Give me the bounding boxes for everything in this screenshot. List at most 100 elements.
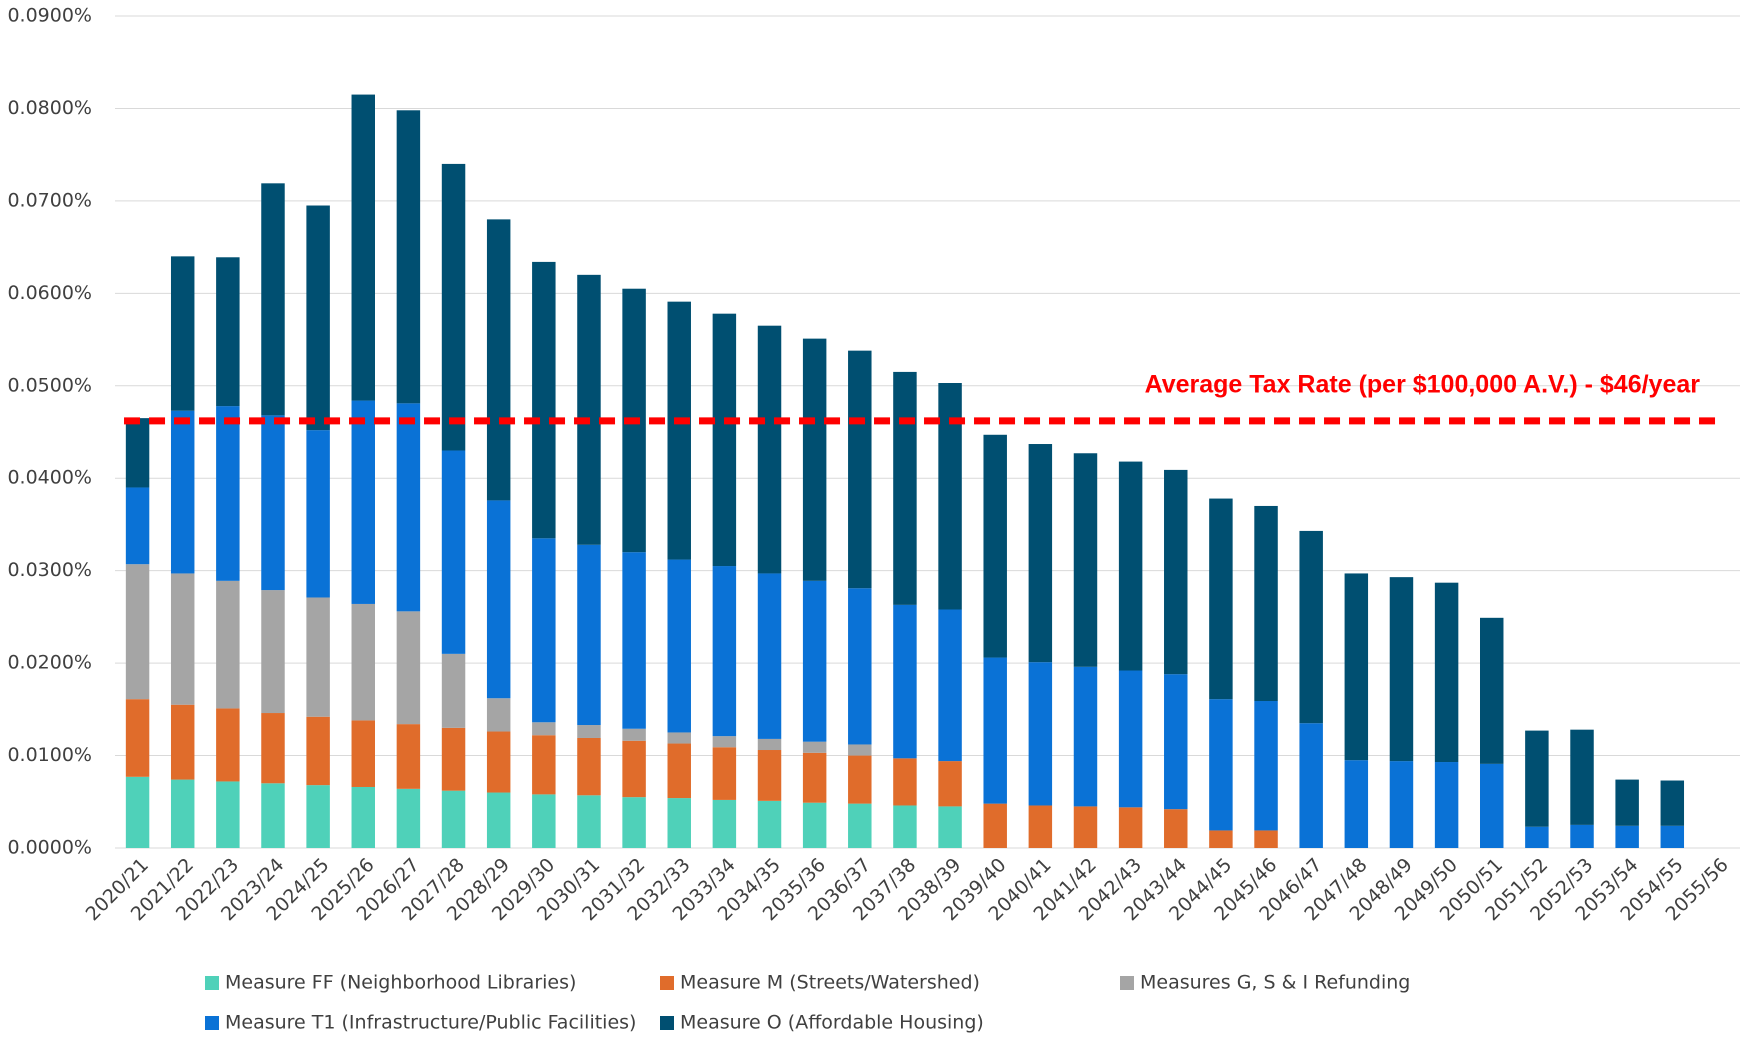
legend-label: Measure T1 (Infrastructure/Public Facili… [225, 1012, 636, 1034]
bar-segment [622, 728, 646, 741]
bar-segment [396, 724, 421, 789]
bar-segment [983, 434, 1007, 658]
bar-segment [667, 301, 691, 560]
bar-segment [441, 163, 466, 451]
bar-segment [261, 415, 285, 591]
reference-label: Average Tax Rate (per $100,000 A.V.) - $… [1145, 371, 1701, 399]
bar-segment [261, 183, 285, 416]
bar-segment [125, 418, 150, 488]
bar-segment [1164, 469, 1188, 675]
bar-segment [577, 725, 601, 738]
legend-swatch [205, 976, 219, 990]
legend-swatch [660, 1016, 674, 1030]
bar-segment [1299, 530, 1323, 724]
bar-segment [622, 552, 646, 729]
bar-segment [712, 747, 737, 800]
bar-segment [757, 573, 782, 739]
bar-segment [441, 450, 466, 654]
bar-segment [848, 755, 872, 804]
bar-segment [306, 205, 330, 431]
bar-segment [938, 383, 962, 610]
y-tick-label: 0.0100% [7, 744, 92, 766]
y-tick-label: 0.0200% [7, 652, 92, 674]
bar-segment [1480, 763, 1504, 848]
bar-segment [1118, 807, 1143, 848]
bar-segment [1209, 498, 1233, 700]
bar-segment [757, 800, 782, 848]
bar-segment [1344, 573, 1369, 761]
y-tick-label: 0.0000% [7, 837, 92, 859]
y-tick-label: 0.0500% [7, 374, 92, 396]
bar-segment [622, 740, 646, 798]
bar-segment [1615, 779, 1639, 826]
legend-swatch [205, 1016, 219, 1030]
bar-segment [125, 487, 150, 565]
bar-segment [216, 580, 240, 709]
bar-segment [712, 736, 737, 748]
bar-segment [441, 790, 466, 848]
bar-segment [577, 274, 601, 545]
bar-segment [1073, 453, 1098, 667]
bar-segment [1570, 824, 1594, 848]
bar-segment [125, 564, 150, 700]
y-tick-label: 0.0400% [7, 467, 92, 489]
bar-segment [1480, 617, 1504, 764]
bar-segment [1570, 729, 1594, 825]
bar-segment [1254, 701, 1278, 831]
bar-segment [1389, 577, 1414, 762]
bar-segment [802, 338, 827, 581]
bar-segment [938, 761, 962, 807]
bar-segment [893, 805, 917, 848]
bar-segment [532, 794, 556, 848]
bar-segment [486, 792, 511, 848]
bar-segment [1164, 809, 1188, 848]
bar-segment [577, 544, 601, 726]
y-tick-label: 0.0700% [7, 189, 92, 211]
legend-label: Measures G, S & I Refunding [1140, 972, 1410, 994]
bar-segment [170, 573, 195, 705]
bar-segment [938, 609, 962, 762]
bar-segment [983, 803, 1007, 848]
bar-segment [1028, 444, 1053, 663]
bar-segment [1028, 662, 1053, 806]
bar-segment [893, 371, 917, 605]
bar-segment [712, 313, 737, 567]
bar-segment [712, 799, 737, 848]
bar-segment [1434, 582, 1459, 763]
bar-segment [577, 795, 601, 848]
bar-segment [1525, 826, 1549, 848]
bar-segment [1118, 461, 1143, 671]
bar-segment [306, 716, 330, 786]
bar-segment [125, 776, 150, 848]
bar-segment [306, 785, 330, 848]
bar-segment [351, 603, 375, 721]
bar-segment [486, 500, 511, 699]
bar-segment [261, 783, 285, 848]
bar-segment [216, 257, 240, 407]
bar-segment [848, 744, 872, 756]
bar-segment [938, 806, 962, 848]
bar-segment [1073, 806, 1098, 848]
bar-segment [802, 752, 827, 803]
bar-segment [1299, 723, 1323, 848]
bar-segment [1118, 670, 1143, 808]
bar-segment [441, 653, 466, 728]
bar-segment [667, 732, 691, 744]
bar-segment [351, 786, 375, 848]
bar-segment [396, 110, 421, 404]
bar-segment [712, 566, 737, 737]
y-tick-label: 0.0900% [7, 5, 92, 27]
bar-segment [577, 737, 601, 796]
bar-segment [261, 713, 285, 784]
bar-segment [396, 403, 421, 612]
bar-segment [486, 731, 511, 793]
bar-segment [1525, 730, 1549, 827]
bar-segment [1028, 805, 1053, 848]
bar-segment [757, 750, 782, 801]
bar-segment [396, 788, 421, 848]
bar-segment [532, 735, 556, 795]
y-tick-label: 0.0800% [7, 97, 92, 119]
bar-segment [170, 410, 195, 574]
bar-segment [848, 350, 872, 589]
